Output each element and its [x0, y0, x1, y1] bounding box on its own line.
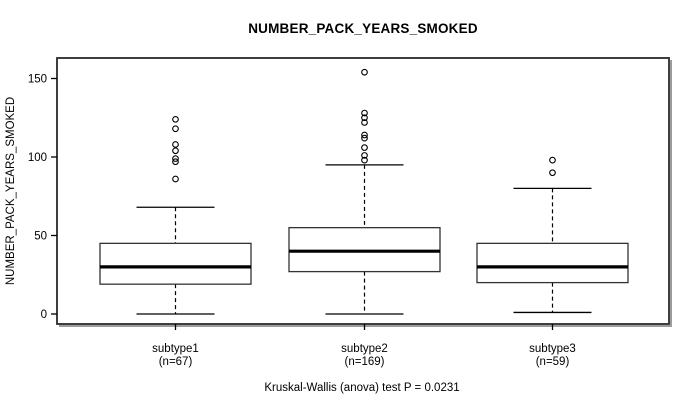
plot-border-shadow [59, 60, 672, 327]
outlier-point [172, 115, 179, 123]
iqr-box-subtype1 [99, 242, 252, 285]
outlier-point [361, 109, 368, 117]
x-group-label: subtype1 [152, 343, 199, 355]
outlier-point [172, 175, 179, 183]
x-group-n-label: (n=67) [159, 356, 193, 368]
outlier-point [361, 131, 368, 139]
y-tick-label: 100 [28, 152, 47, 164]
iqr-box-subtype3 [476, 242, 629, 284]
y-tick-label: 0 [41, 309, 47, 321]
outlier-point [549, 156, 556, 164]
outlier-point [361, 156, 368, 164]
outlier-point [361, 152, 368, 159]
outlier-point [172, 158, 179, 166]
x-group-label: subtype2 [341, 343, 388, 355]
chart-title: NUMBER_PACK_YEARS_SMOKED [248, 21, 478, 36]
outlier-point [172, 141, 179, 148]
outlier-point [361, 134, 368, 142]
outlier-point [361, 119, 368, 126]
outlier-point [172, 155, 179, 162]
kruskal-wallis-caption: Kruskal-Wallis (anova) test P = 0.0231 [264, 382, 459, 394]
outlier-point [361, 144, 368, 151]
y-tick-label: 50 [34, 231, 47, 243]
y-axis-label: NUMBER_PACK_YEARS_SMOKED [5, 97, 17, 285]
outlier-point [172, 147, 179, 155]
x-group-n-label: (n=59) [536, 356, 570, 368]
outlier-point [549, 169, 556, 177]
x-group-label: subtype3 [529, 343, 576, 355]
outlier-point [361, 114, 368, 122]
outlier-point [172, 125, 179, 133]
chart-content: 0 50 100 150 subtype1(n=67) subtype2(n=169) su… [28, 68, 629, 368]
outlier-point [361, 68, 368, 76]
x-group-n-label: (n=169) [345, 356, 385, 368]
y-tick-label: 150 [28, 74, 47, 86]
